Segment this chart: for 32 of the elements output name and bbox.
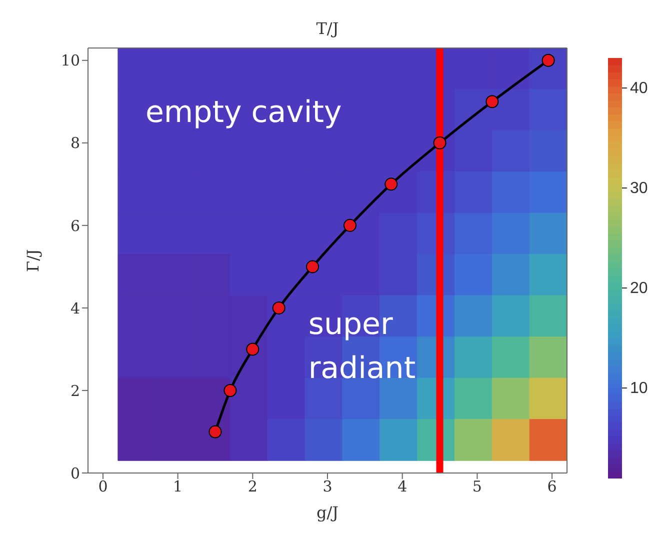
x-tick-label: 4: [398, 478, 408, 496]
point: [384, 178, 398, 191]
point: [343, 218, 356, 232]
y-tick-label: 6: [70, 216, 80, 235]
y-tick-label: 10: [60, 52, 80, 70]
color-bar-label: 10: [630, 380, 648, 397]
point: [306, 260, 320, 274]
point: [486, 95, 499, 108]
x-axis-title: g/J: [316, 503, 339, 522]
color-bar-label: 40: [630, 80, 648, 97]
x-tick-label: 5: [472, 478, 482, 496]
point: [246, 342, 260, 356]
x-tick-label: 0: [98, 478, 108, 496]
annotation: empty cavity: [145, 94, 343, 132]
point: [272, 301, 286, 314]
y-tick-label: 2: [70, 382, 80, 400]
y-tick-label: 0: [70, 464, 80, 482]
point: [542, 54, 555, 67]
color-bar-label: 20: [630, 280, 648, 297]
chart-title: T/J: [316, 19, 339, 38]
point: [208, 425, 222, 438]
y-tick-label: 8: [70, 134, 80, 152]
color-bar-label: 30: [630, 180, 648, 197]
x-tick-label: 3: [322, 478, 332, 496]
point: [433, 136, 446, 150]
y-tick-label: 4: [70, 299, 80, 318]
x-tick-label: 2: [248, 478, 258, 496]
x-tick-label: 1: [173, 478, 183, 496]
x-tick-label: 6: [547, 478, 557, 496]
y-axis-title: Γ/J: [24, 249, 43, 272]
point: [224, 384, 237, 397]
annotation: super radiant: [308, 306, 417, 388]
